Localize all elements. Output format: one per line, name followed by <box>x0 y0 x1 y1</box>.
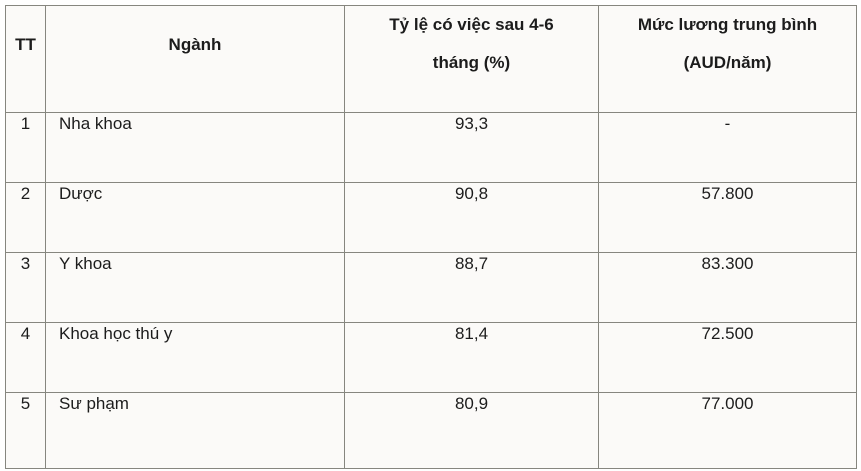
cell-tt: 4 <box>5 322 46 393</box>
cell-rate: 80,9 <box>344 392 599 469</box>
table-row: 1 Nha khoa 93,3 - <box>5 112 857 183</box>
table-row: 2 Dược 90,8 57.800 <box>5 182 857 253</box>
cell-tt: 1 <box>5 112 46 183</box>
cell-rate: 93,3 <box>344 112 599 183</box>
cell-salary: 72.500 <box>598 322 857 393</box>
cell-major: Dược <box>45 182 345 253</box>
table-row: 5 Sư phạm 80,9 77.000 <box>5 392 857 469</box>
table-body: 1 Nha khoa 93,3 - 2 Dược 90,8 57.800 3 Y… <box>5 112 857 469</box>
cell-rate: 90,8 <box>344 182 599 253</box>
column-header-employment-rate-line-1: Tỷ lệ có việc sau 4-6 <box>389 15 554 34</box>
column-header-employment-rate-line-2: tháng (%) <box>432 53 511 72</box>
column-header-employment-rate: Tỷ lệ có việc sau 4-6 tháng (%) <box>344 5 599 113</box>
cell-tt: 5 <box>5 392 46 469</box>
cell-rate: 81,4 <box>344 322 599 393</box>
cell-rate: 88,7 <box>344 252 599 323</box>
cell-salary: - <box>598 112 857 183</box>
cell-tt: 2 <box>5 182 46 253</box>
cell-major: Y khoa <box>45 252 345 323</box>
cell-salary: 57.800 <box>598 182 857 253</box>
table-container: TT Ngành Tỷ lệ có việc sau 4-6 tháng (%)… <box>5 5 857 469</box>
column-header-major-line-1: Ngành <box>168 35 222 54</box>
column-header-average-salary-line-1: Mức lương trung bình <box>637 15 818 34</box>
cell-major: Nha khoa <box>45 112 345 183</box>
cell-tt: 3 <box>5 252 46 323</box>
cell-salary: 83.300 <box>598 252 857 323</box>
table-row: 3 Y khoa 88,7 83.300 <box>5 252 857 323</box>
column-header-average-salary: Mức lương trung bình (AUD/năm) <box>598 5 857 113</box>
column-header-average-salary-line-2: (AUD/năm) <box>683 53 772 72</box>
table-header-row: TT Ngành Tỷ lệ có việc sau 4-6 tháng (%)… <box>5 5 857 113</box>
table-header: TT Ngành Tỷ lệ có việc sau 4-6 tháng (%)… <box>5 5 857 113</box>
column-header-tt: TT <box>5 5 46 113</box>
cell-major: Khoa học thú y <box>45 322 345 393</box>
cell-salary: 77.000 <box>598 392 857 469</box>
column-header-tt-line-1: TT <box>15 35 36 54</box>
table-row: 4 Khoa học thú y 81,4 72.500 <box>5 322 857 393</box>
employment-rate-salary-table: TT Ngành Tỷ lệ có việc sau 4-6 tháng (%)… <box>5 5 857 469</box>
cell-major: Sư phạm <box>45 392 345 469</box>
column-header-major: Ngành <box>45 5 345 113</box>
